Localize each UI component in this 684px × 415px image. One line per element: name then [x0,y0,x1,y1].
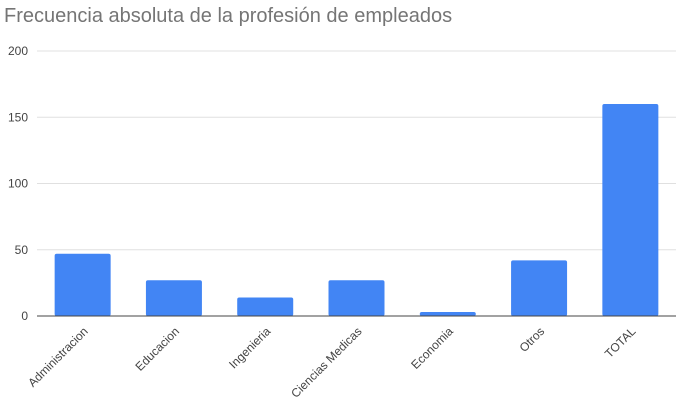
y-tick-label: 0 [21,309,28,323]
bar-ciencias-medicas [328,280,385,316]
y-tick-label: 200 [8,44,28,58]
bar-ingenieria [237,297,294,316]
x-tick-label: Economia [408,324,456,372]
chart-title: Frecuencia absoluta de la profesión de e… [4,5,453,27]
y-tick-label: 150 [8,110,28,124]
y-tick-label: 50 [15,243,29,257]
bar-economia [419,312,476,316]
x-tick-label: TOTAL [602,324,639,361]
bar-total [602,104,659,316]
x-tick-label: Administracion [25,324,91,390]
bar-administracion [54,253,111,316]
x-tick-label: Ciencias Medicas [288,324,364,400]
y-tick-label: 100 [8,177,28,191]
x-tick-label: Otros [517,324,548,355]
x-tick-label: Educacion [133,324,183,374]
x-tick-label: Ingenieria [226,324,273,371]
bar-otros [511,260,568,316]
bar-educacion [145,280,202,316]
